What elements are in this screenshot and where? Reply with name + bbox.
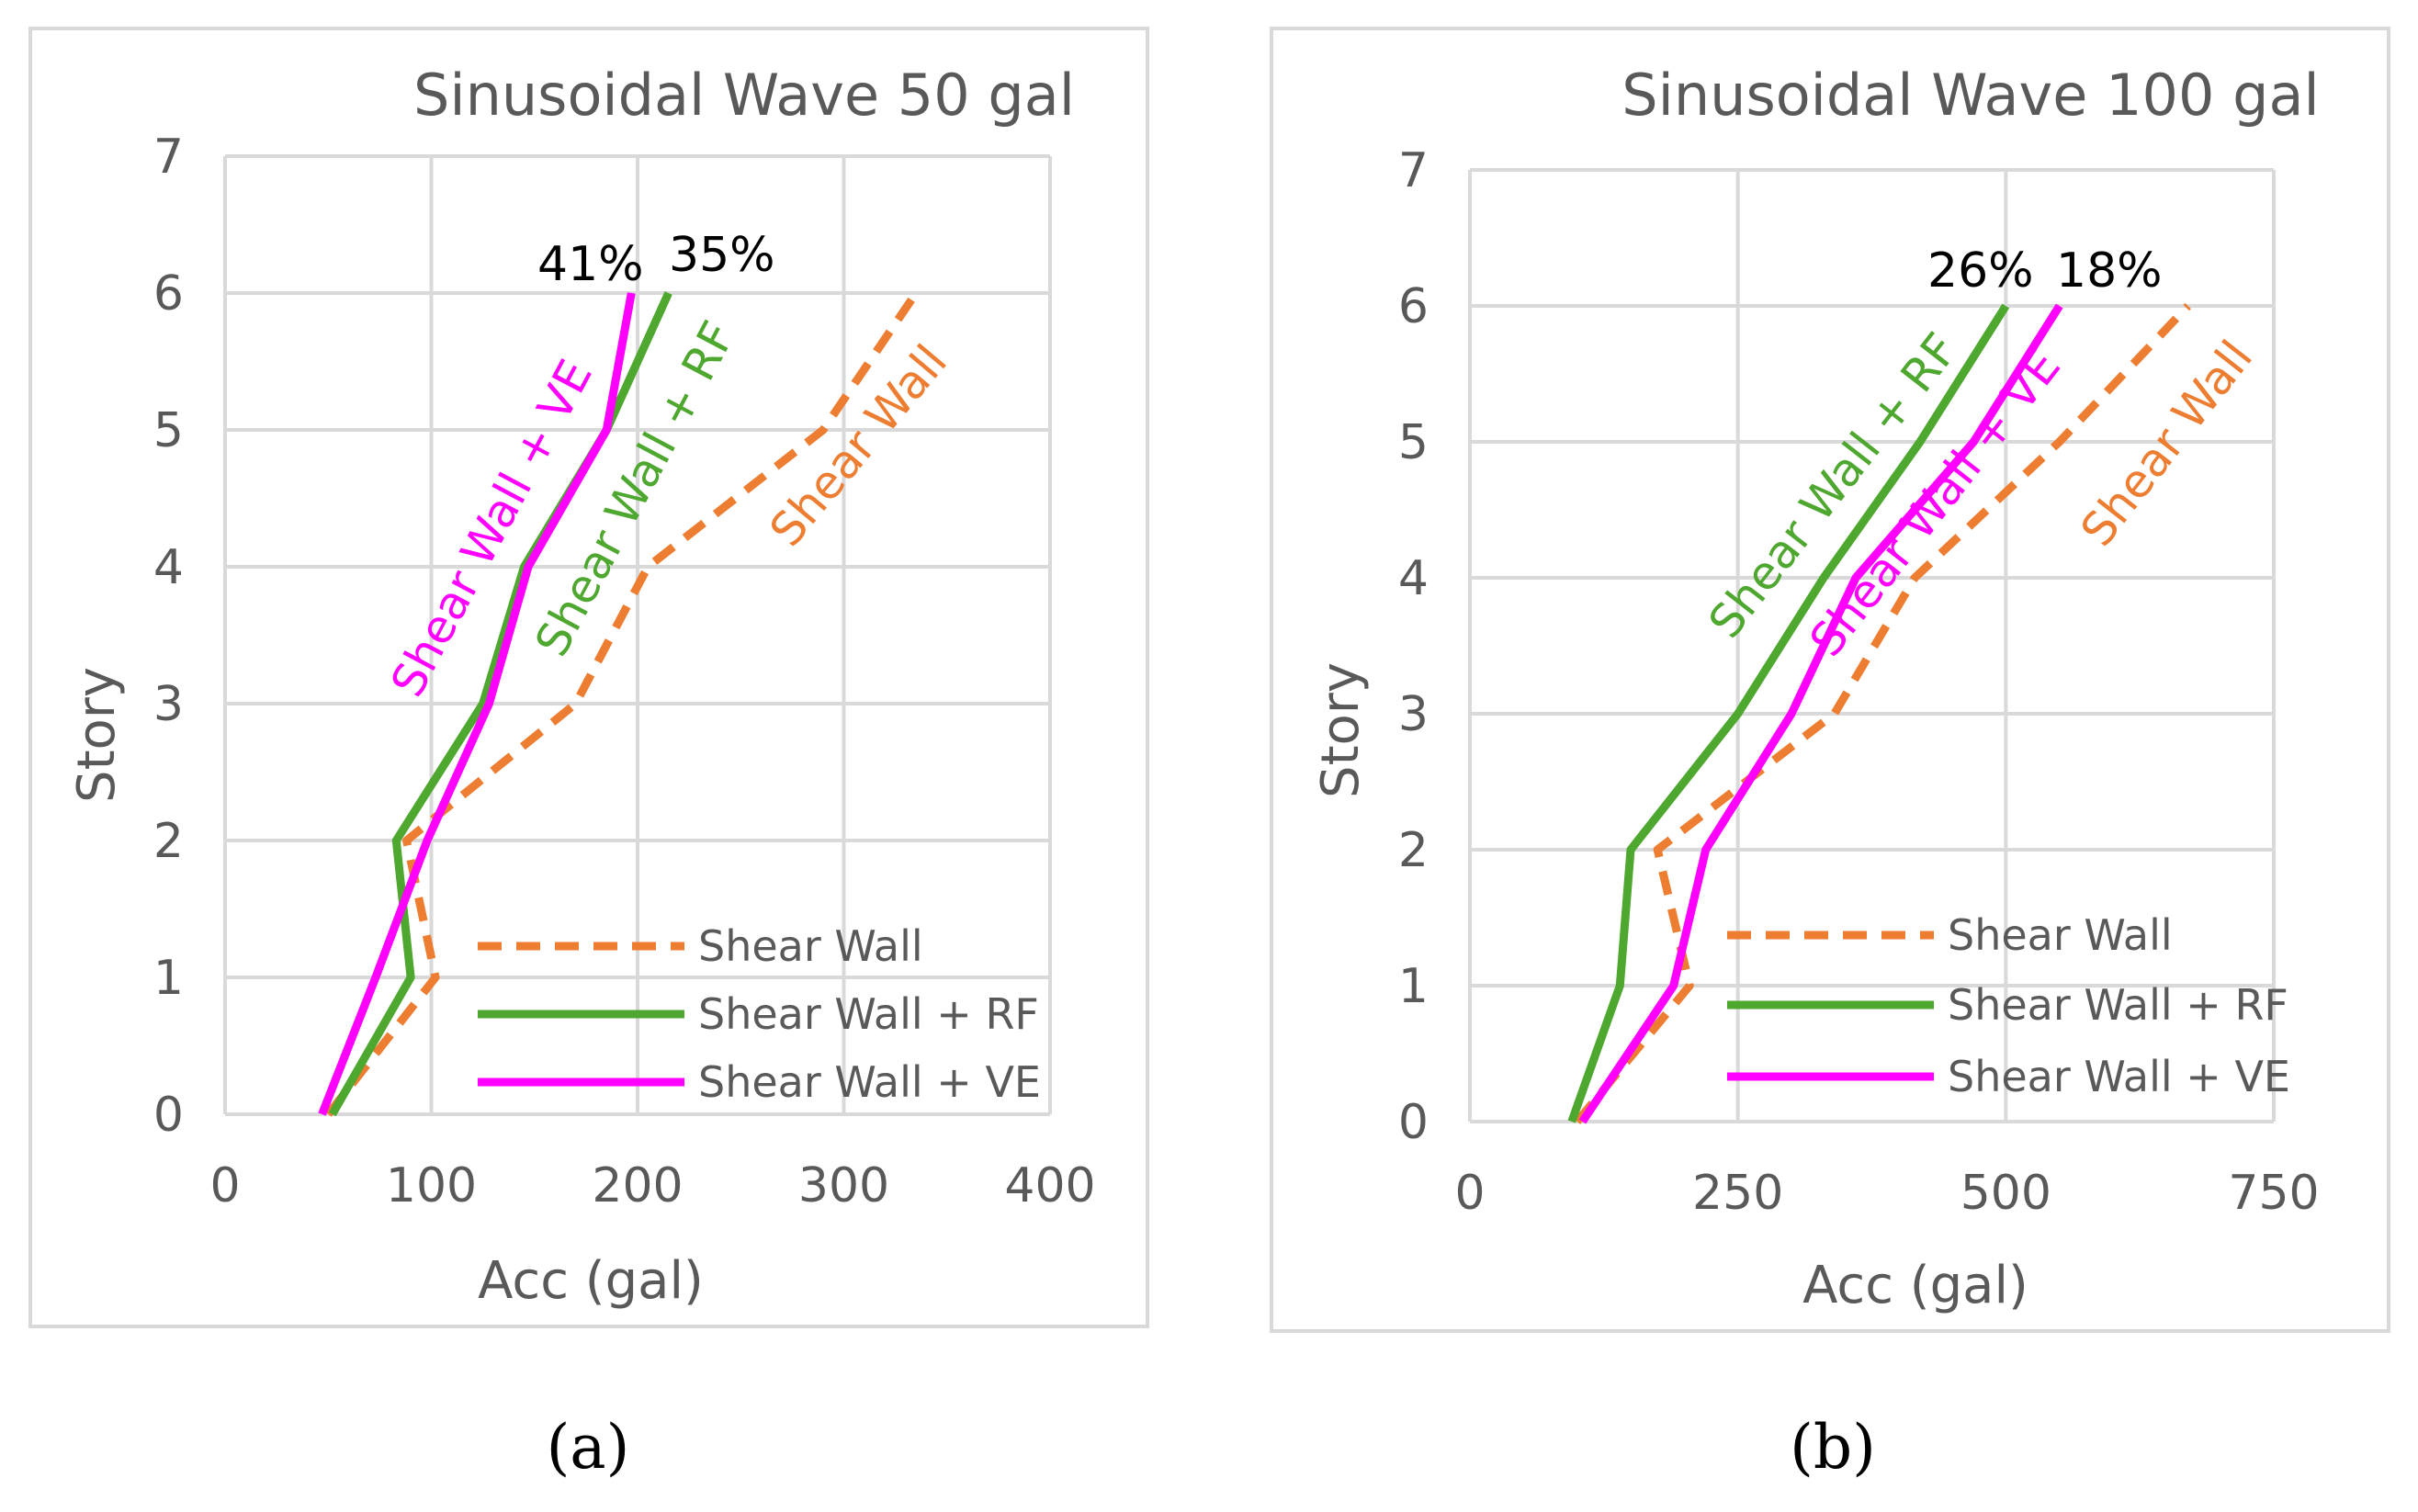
x-tick-label: 500: [1960, 1166, 2051, 1221]
panel-b-annotation-ve: 18%: [2056, 243, 2163, 299]
x-tick-label: 100: [386, 1158, 477, 1213]
y-tick-label: 2: [1398, 823, 1429, 878]
panel-a-legend-sw: Shear Wall: [698, 921, 923, 971]
y-tick-label: 7: [1398, 143, 1429, 198]
panel-a-xticks: 0 100 200 300 400: [209, 1158, 1095, 1213]
x-tick-label: 400: [1004, 1158, 1095, 1213]
y-tick-label: 4: [1398, 551, 1429, 606]
y-tick-label: 0: [153, 1088, 184, 1143]
y-tick-label: 4: [153, 540, 184, 595]
panel-a-xlabel: Acc (gal): [478, 1251, 704, 1311]
panel-a: Sinusoidal Wave 50 gal 0 1 2 3 4 5 6 7 0 100 200 3…: [28, 27, 1149, 1328]
x-tick-label: 300: [798, 1158, 889, 1213]
x-tick-label: 0: [1454, 1166, 1485, 1221]
series-line-0: [1574, 302, 2191, 1124]
panel-b-xlabel: Acc (gal): [1802, 1256, 2028, 1315]
panel-a-annotation-rf: 35%: [669, 228, 775, 283]
panel-b-legend: Shear Wall Shear Wall + RF Shear Wall + …: [1727, 910, 2290, 1101]
panel-a-annotation-ve: 41%: [537, 237, 644, 292]
x-tick-label: 0: [209, 1158, 240, 1213]
panel-b-annotation-rf: 26%: [1927, 243, 2034, 299]
panel-b-title: Sinusoidal Wave 100 gal: [1621, 62, 2319, 129]
panel-a-legend: Shear Wall Shear Wall + RF Shear Wall + …: [478, 921, 1041, 1107]
y-tick-label: 5: [1398, 415, 1429, 470]
panel-a-series: [318, 290, 920, 1117]
y-tick-label: 2: [153, 814, 184, 869]
panel-b-xticks: 0 250 500 750: [1454, 1166, 2319, 1221]
series-line-1: [1567, 303, 2010, 1123]
x-tick-label: 200: [592, 1158, 683, 1213]
y-tick-label: 0: [1398, 1095, 1429, 1150]
panel-b-legend-rf: Shear Wall + RF: [1948, 980, 2288, 1030]
series-line-0: [324, 290, 920, 1117]
panel-b-series: [1567, 302, 2191, 1124]
y-tick-label: 6: [153, 266, 184, 322]
y-tick-label: 6: [1398, 279, 1429, 334]
panel-a-legend-rf: Shear Wall + RF: [698, 989, 1039, 1039]
panel-b: Sinusoidal Wave 100 gal 0 1 2 3 4 5 6 7 0 250 500…: [1270, 27, 2390, 1333]
x-tick-label: 250: [1692, 1166, 1783, 1221]
y-tick-label: 1: [153, 951, 184, 1006]
panel-b-ylabel: Story: [1311, 662, 1371, 798]
y-tick-label: 3: [153, 677, 184, 732]
y-tick-label: 5: [153, 403, 184, 458]
caption-b: (b): [1790, 1412, 1876, 1483]
y-tick-label: 1: [1398, 959, 1429, 1014]
panel-b-frame: [1270, 27, 2390, 1333]
series-line-2: [318, 292, 636, 1116]
y-tick-label: 7: [153, 130, 184, 185]
panel-b-gridlines: [1468, 168, 2276, 1123]
y-tick-label: 3: [1398, 687, 1429, 742]
series-line-2: [1578, 303, 2063, 1124]
panel-b-legend-sw: Shear Wall: [1948, 910, 2173, 960]
x-tick-label: 750: [2228, 1166, 2319, 1221]
panel-a-title: Sinusoidal Wave 50 gal: [413, 62, 1075, 129]
panel-b-legend-ve: Shear Wall + VE: [1948, 1052, 2290, 1101]
panel-b-yticks: 0 1 2 3 4 5 6 7: [1398, 143, 1429, 1150]
panel-a-legend-ve: Shear Wall + VE: [698, 1057, 1041, 1107]
panel-a-ylabel: Story: [67, 667, 127, 803]
panel-a-yticks: 0 1 2 3 4 5 6 7: [153, 130, 184, 1143]
caption-a: (a): [547, 1412, 630, 1483]
